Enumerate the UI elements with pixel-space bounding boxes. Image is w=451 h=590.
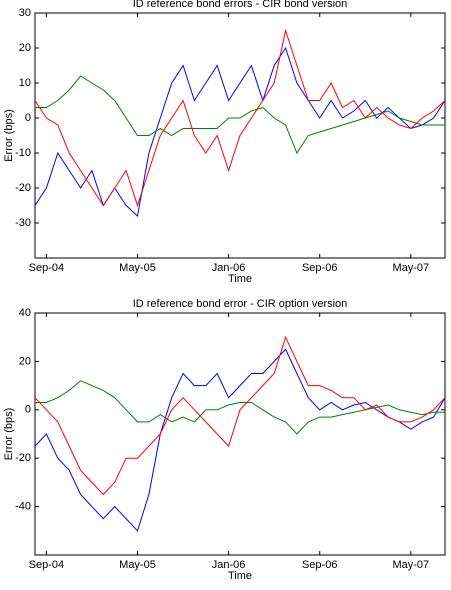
x-tick-label: Sep-04 — [29, 262, 64, 274]
y-tick-label: -10 — [15, 147, 31, 159]
series-line — [34, 335, 446, 496]
chart-title: ID reference bond errors - CIR bond vers… — [133, 0, 348, 10]
x-axis-label: Time — [228, 273, 252, 285]
x-tick-label: Sep-04 — [29, 559, 64, 571]
chart-title: ID reference bond error - CIR option ver… — [133, 298, 348, 310]
y-tick-label: -20 — [15, 182, 31, 194]
series-line — [35, 75, 445, 155]
y-tick-label: 0 — [25, 404, 31, 416]
series-line — [34, 348, 446, 532]
y-tick-label: 20 — [19, 355, 31, 367]
series-line — [35, 380, 445, 435]
y-tick-label: 10 — [19, 77, 31, 89]
x-tick-label: Sep-06 — [302, 559, 337, 571]
y-tick-label: -40 — [15, 501, 31, 513]
x-axis-label: Time — [228, 570, 252, 582]
y-axis-label: Error (bps) — [3, 109, 15, 162]
x-tick-label: Sep-06 — [302, 262, 337, 274]
y-axis-label: Error (bps) — [3, 408, 15, 461]
y-tick-label: 30 — [19, 7, 31, 19]
x-tick-label: May-07 — [392, 262, 429, 274]
x-tick-label: May-05 — [119, 559, 156, 571]
y-tick-label: -20 — [15, 452, 31, 464]
y-tick-label: -30 — [15, 217, 31, 229]
x-tick-label: Jan-06 — [212, 559, 246, 571]
y-tick-label: 20 — [19, 42, 31, 54]
x-tick-label: May-05 — [119, 262, 156, 274]
y-tick-label: 0 — [25, 112, 31, 124]
plot-area — [34, 312, 446, 556]
x-tick-label: Jan-06 — [212, 262, 246, 274]
x-tick-label: May-07 — [392, 559, 429, 571]
series-line — [34, 28, 446, 208]
y-tick-label: 40 — [19, 307, 31, 319]
